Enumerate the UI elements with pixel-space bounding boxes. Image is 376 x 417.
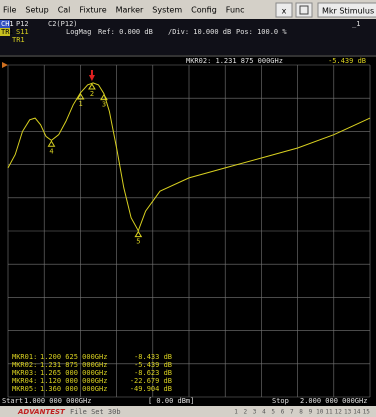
marker-number: 5: [136, 238, 140, 246]
marker-freq: 1.265 000 000GHz: [40, 369, 107, 377]
active-arrow: [88, 70, 95, 82]
menu-item[interactable]: Config: [191, 6, 217, 15]
power: [ 0.00 dBm]: [148, 397, 194, 405]
menu-item[interactable]: Setup: [25, 6, 48, 15]
marker: [88, 83, 96, 90]
marker-label: MKR03:: [12, 369, 37, 377]
port: P12: [16, 20, 29, 28]
marker-value: -49.904 dB: [130, 385, 172, 393]
param: C2(P12): [48, 20, 78, 28]
brand: ADVANTEST: [17, 408, 66, 416]
marker: [100, 93, 108, 101]
header-bg: [0, 19, 376, 55]
stop: Stop: [272, 397, 289, 405]
ref-marker: [2, 62, 8, 68]
menu-item[interactable]: Cal: [58, 6, 71, 15]
channel-number: 1: [234, 409, 238, 416]
channel-box: [0, 20, 10, 28]
grid-button[interactable]: [295, 2, 313, 18]
stop-freq: 2.000 000 000GHz: [300, 397, 367, 405]
marker-value: -8.433 dB: [134, 353, 172, 361]
start: Start: [2, 397, 23, 405]
marker-number: 4: [49, 147, 53, 155]
marker-number: 2: [90, 90, 94, 98]
menu-item[interactable]: Func: [226, 6, 245, 15]
sparam: S11: [16, 28, 29, 36]
trace: TR1: [1, 28, 14, 36]
close-label[interactable]: x: [282, 7, 287, 16]
channel-number: 3: [253, 409, 257, 416]
channel-number: 10: [316, 409, 324, 416]
marker-freq: 1.200 625 000GHz: [40, 353, 107, 361]
close-button[interactable]: [275, 2, 293, 18]
trace: [7, 82, 371, 232]
channel-number: 6: [281, 409, 285, 416]
marker-label: MKR02:: [12, 361, 37, 369]
marker-freq: 1.120 000 000GHz: [40, 377, 107, 385]
grid-icon: [299, 5, 309, 15]
marker-value: -22.679 dB: [130, 377, 172, 385]
channel-number: 14: [353, 409, 361, 416]
channel-number: 2: [243, 409, 247, 416]
panel-button[interactable]: [317, 2, 376, 18]
channel-number: 11: [325, 409, 333, 416]
active-marker: MKR02: 1.231 875 000GHz: [186, 57, 283, 65]
marker: [134, 230, 143, 238]
channel-number: 9: [309, 409, 313, 416]
channel-numbers: 1 2 3 4 5 6 7 8 9 10 11 12 13 14 15: [234, 409, 370, 416]
menu-item[interactable]: File: [3, 6, 16, 15]
marker-label: MKR05:: [12, 385, 37, 393]
marker-value: -5.439 dB: [134, 361, 172, 369]
window: _1: [352, 20, 360, 28]
channel-number: 8: [299, 409, 303, 416]
menu-item[interactable]: Marker: [116, 6, 144, 15]
marker-label: MKR04:: [12, 377, 37, 385]
trace-box: [0, 28, 10, 36]
marker-freq: 1.231 875 000GHz: [40, 361, 107, 369]
menu-item[interactable]: System: [152, 6, 182, 15]
div: /Div: 10.000 dB: [168, 28, 231, 36]
channel: CH1: [1, 20, 14, 28]
menu: File Setup Cal Fixture Marker System Config Fun…: [3, 6, 245, 15]
channel-number: 4: [262, 409, 266, 416]
pos: Pos: 100.0 %: [236, 28, 287, 36]
status-bar: [0, 406, 376, 417]
trace-label: TR1: [12, 36, 25, 44]
marker-value: -8.623 dB: [134, 369, 172, 377]
active-value: -5.439 dB: [328, 57, 366, 65]
marker: [47, 140, 56, 147]
channel-number: 12: [335, 409, 343, 416]
channel-number: 13: [344, 409, 352, 416]
marker-label: MKR01:: [12, 353, 37, 361]
marker-freq: 1.360 000 000GHz: [40, 385, 107, 393]
start-freq: 1.000 000 000GHz: [24, 397, 91, 405]
channel-number: 5: [271, 409, 275, 416]
marker-number: 3: [102, 101, 106, 109]
ref: Ref: 0.000 dB: [98, 28, 153, 36]
marker: [76, 93, 85, 100]
channel-number: 7: [290, 409, 294, 416]
channel-number: 15: [363, 409, 371, 416]
menu-item[interactable]: Fixture: [79, 6, 106, 15]
marker-number: 1: [79, 100, 83, 108]
panel-label[interactable]: Mkr Stimulus: [322, 7, 374, 16]
format: LogMag: [66, 28, 91, 36]
file: File Set 30b: [70, 408, 121, 416]
